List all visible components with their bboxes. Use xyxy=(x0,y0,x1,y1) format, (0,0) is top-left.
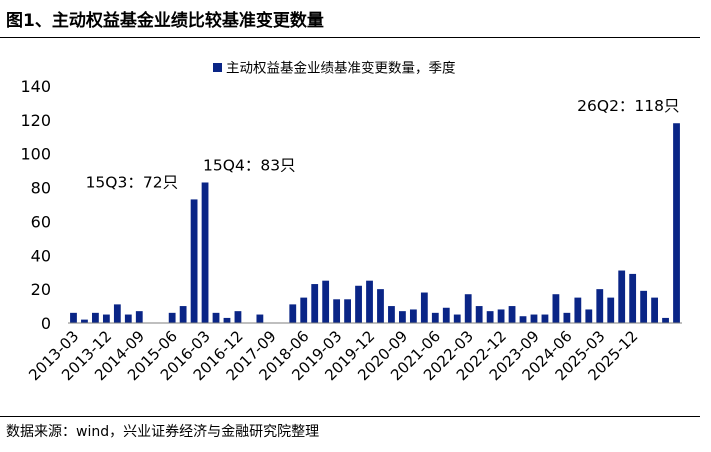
legend-swatch xyxy=(213,63,222,72)
bar xyxy=(256,314,264,323)
bar xyxy=(475,306,483,323)
annotation-label: 26Q2：118只 xyxy=(577,97,679,115)
bar xyxy=(81,319,88,323)
y-tick-label: 140 xyxy=(20,77,51,96)
bar xyxy=(651,297,658,323)
title-divider xyxy=(0,37,700,38)
y-axis: 0 20 40 60 80 100 120 140 xyxy=(20,77,51,333)
bar xyxy=(673,123,680,324)
y-tick-label: 120 xyxy=(20,111,51,130)
bar xyxy=(300,297,308,323)
y-tick-label: 80 xyxy=(31,179,51,198)
chart-annotations: 15Q3：72只 15Q4：83只 26Q2：118只 xyxy=(86,97,680,191)
x-axis: 2013-032013-122014-092015-062016-032016-… xyxy=(25,327,641,384)
bar xyxy=(629,273,637,323)
bar xyxy=(102,314,110,323)
bar xyxy=(201,182,209,323)
bar xyxy=(289,304,297,323)
y-tick-label: 0 xyxy=(41,314,51,333)
bar xyxy=(355,285,362,323)
bar xyxy=(135,311,143,323)
bar xyxy=(541,314,549,323)
annotation-label: 15Q4：83只 xyxy=(203,156,296,174)
bar xyxy=(113,304,121,323)
bar xyxy=(212,312,220,323)
bar xyxy=(223,317,231,323)
annotation-label: 15Q3：72只 xyxy=(86,173,179,191)
bar xyxy=(519,316,527,323)
bar xyxy=(92,312,99,323)
bar xyxy=(662,317,669,323)
bar xyxy=(563,312,571,323)
bar xyxy=(366,280,373,323)
source-divider xyxy=(0,416,700,417)
bar xyxy=(618,270,626,323)
bar xyxy=(377,289,384,323)
bar xyxy=(453,314,461,323)
bar xyxy=(234,311,242,323)
bar xyxy=(464,294,472,323)
bar xyxy=(552,294,560,323)
bar-series xyxy=(70,123,680,324)
bar xyxy=(596,289,604,323)
legend-label: 主动权益基金业绩基准变更数量，季度 xyxy=(226,60,456,77)
bar xyxy=(409,309,417,323)
bar xyxy=(311,284,319,323)
bar xyxy=(124,314,132,323)
bar xyxy=(388,306,395,323)
y-tick-label: 100 xyxy=(20,145,51,164)
bar xyxy=(344,299,351,323)
bar xyxy=(322,280,330,323)
bar xyxy=(431,312,439,323)
y-tick-label: 40 xyxy=(31,246,51,265)
bar xyxy=(640,290,648,323)
bar xyxy=(585,309,593,323)
bar xyxy=(530,314,538,323)
bar xyxy=(607,297,615,323)
bar xyxy=(190,199,198,323)
figure-title: 图1、主动权益基金业绩比较基准变更数量 xyxy=(6,11,324,31)
source-note: 数据来源：wind，兴业证券经济与金融研究院整理 xyxy=(6,424,320,440)
bar xyxy=(179,306,187,323)
bar xyxy=(333,299,341,323)
bar xyxy=(486,311,494,323)
bar xyxy=(442,307,450,323)
y-tick-label: 20 xyxy=(31,280,51,299)
bar xyxy=(399,311,406,323)
chart-legend: 主动权益基金业绩基准变更数量，季度 xyxy=(213,60,456,77)
bar xyxy=(508,306,516,323)
bar xyxy=(420,292,428,323)
bar xyxy=(574,297,582,323)
bar xyxy=(497,309,505,323)
bar xyxy=(168,312,176,323)
bar xyxy=(70,312,77,323)
y-tick-label: 60 xyxy=(31,212,51,231)
